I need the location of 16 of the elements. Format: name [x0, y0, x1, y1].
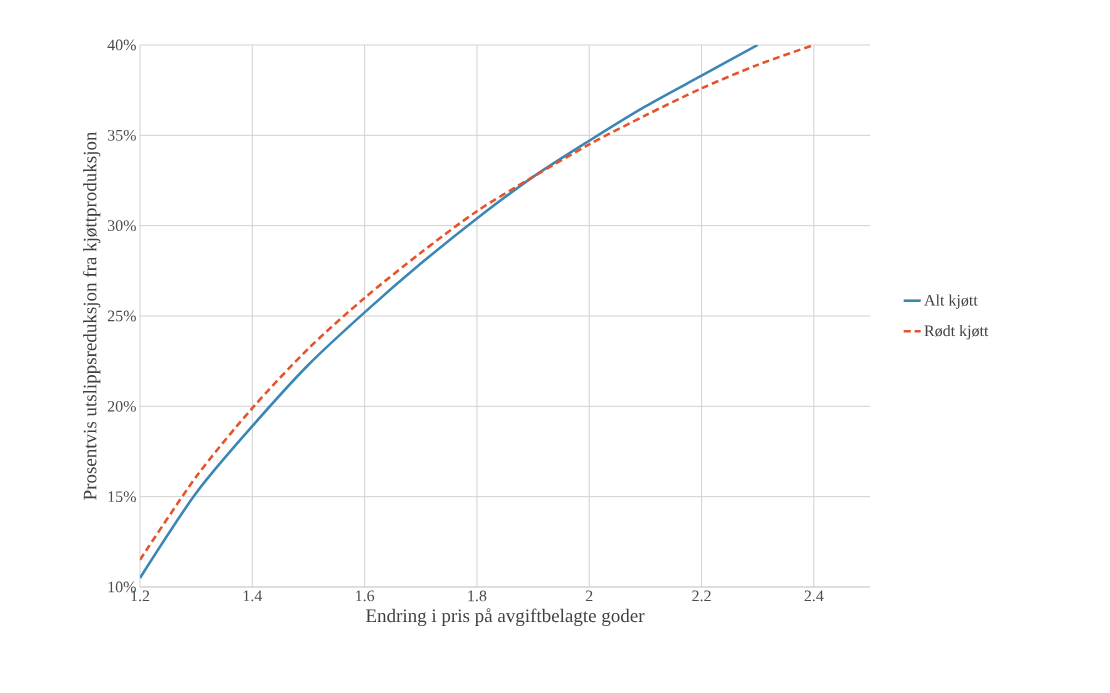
x-tick-label: 1.8 [468, 590, 487, 602]
y-tick-label: 40% [107, 39, 136, 51]
x-tick-label: 2 [585, 590, 593, 602]
x-tick-label: 2.2 [692, 590, 711, 602]
x-axis-title: Endring i pris på avgiftbelagte goder [366, 608, 645, 627]
legend-label: Alt kjøtt [924, 294, 978, 309]
x-tick-label: 1.6 [356, 590, 375, 602]
y-tick-label: 30% [107, 220, 136, 232]
legend-label: Rødt kjøtt [924, 324, 989, 340]
y-tick-label: 15% [108, 491, 136, 503]
y-axis-title: Prosentvis utslippsreduksjon fra kjøttproduksjon [82, 131, 101, 500]
y-tick-label: 20% [107, 400, 136, 412]
y-tick-label: 25% [107, 310, 136, 322]
x-tick-label: 2.4 [804, 590, 824, 602]
y-tick-label: 35% [107, 129, 136, 141]
x-tick-label: 1.4 [243, 590, 263, 602]
